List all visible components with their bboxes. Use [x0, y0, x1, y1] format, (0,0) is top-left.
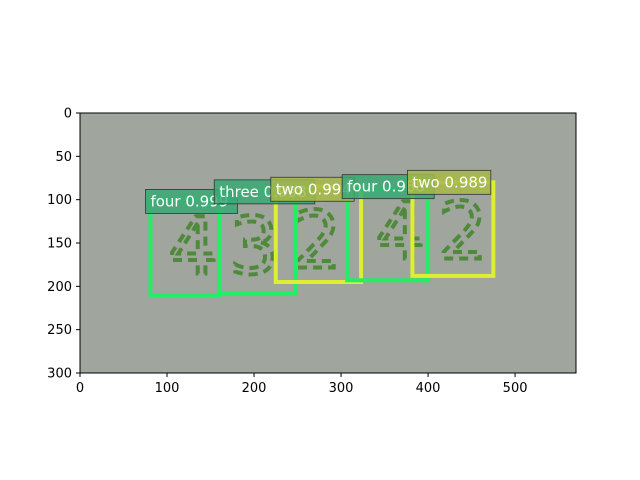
x-tick-label: 400 — [416, 381, 441, 396]
detection-label: two 0.989 — [412, 173, 487, 191]
y-tick-label: 100 — [47, 193, 72, 208]
y-tick-label: 200 — [47, 280, 72, 295]
image-digit: 2 — [438, 188, 488, 278]
y-tick-label: 300 — [47, 367, 72, 382]
y-tick-label: 50 — [55, 150, 72, 165]
y-tick-label: 0 — [64, 107, 72, 122]
image-digit: 3 — [229, 202, 279, 292]
x-tick-label: 200 — [242, 381, 267, 396]
y-tick-label: 150 — [47, 237, 72, 252]
image-digit: 4 — [375, 188, 425, 278]
y-tick-label: 250 — [47, 323, 72, 338]
detection-label-bg — [407, 169, 492, 195]
x-tick-label: 300 — [329, 381, 354, 396]
image-digit: 4 — [168, 202, 218, 292]
detection-label-bg — [270, 176, 355, 202]
x-tick-label: 100 — [155, 381, 180, 396]
x-tick-label: 0 — [76, 381, 84, 396]
detection-label: two 0.994 — [276, 180, 351, 198]
x-tick-label: 500 — [503, 381, 528, 396]
detection-label: four 0.999 — [150, 192, 228, 210]
image-digit: 2 — [292, 196, 342, 286]
detection-label: four 0.988 — [347, 178, 425, 196]
